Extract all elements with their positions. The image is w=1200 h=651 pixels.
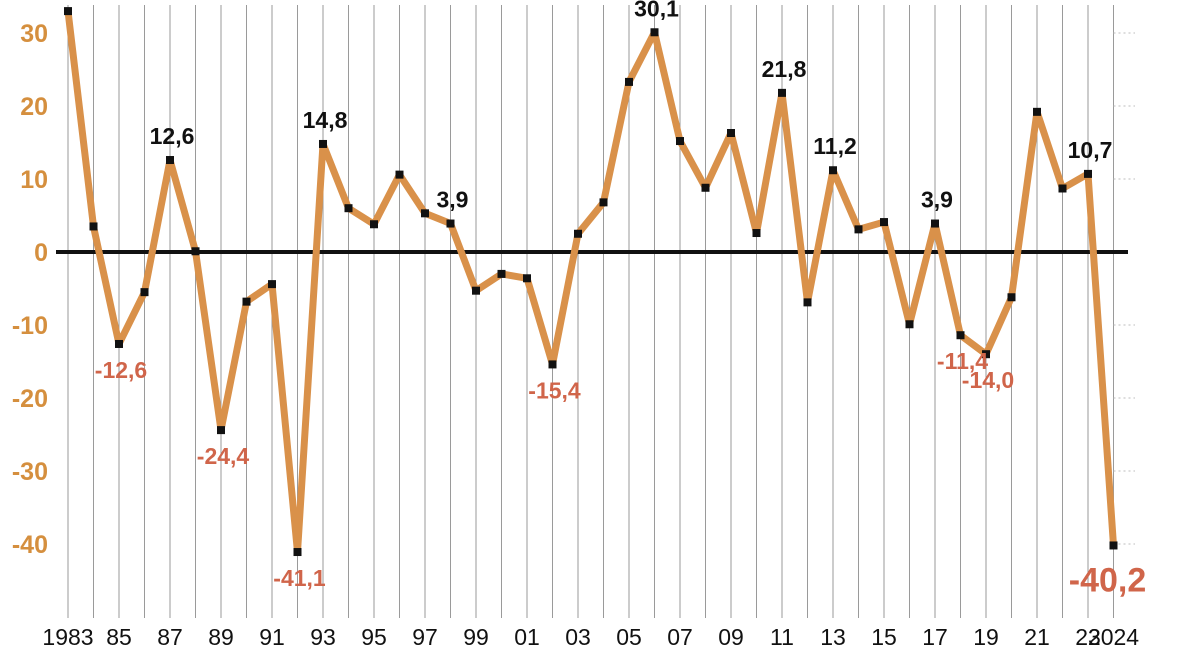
data-point-2020 xyxy=(1007,293,1016,302)
data-label-2017: 3,9 xyxy=(921,187,953,213)
x-tick-label: 09 xyxy=(718,624,744,650)
y-axis: 30 20 10 0 -10 -20 -30 -40 xyxy=(12,20,48,559)
data-point-2005 xyxy=(625,77,633,86)
x-tick-label: 85 xyxy=(106,624,132,650)
data-point-1989 xyxy=(217,426,225,435)
data-point-2010 xyxy=(752,229,761,238)
data-label-1987: 12,6 xyxy=(150,123,195,149)
data-label-2002: -15,4 xyxy=(528,377,581,403)
y-tick-label: 20 xyxy=(20,93,48,121)
y-tick-label: -10 xyxy=(12,312,48,340)
data-label-2011: 21,8 xyxy=(762,56,807,82)
x-tick-label: 95 xyxy=(361,624,387,650)
data-point-2022 xyxy=(1058,184,1067,193)
data-label-2019: -14,0 xyxy=(962,367,1014,393)
x-tick-label: 1983 xyxy=(42,624,93,650)
x-tick-label: 07 xyxy=(667,624,693,650)
data-point-2006 xyxy=(650,28,659,37)
x-tick-label: 03 xyxy=(565,624,591,650)
y-tick-label: -20 xyxy=(12,385,48,413)
data-point-2004 xyxy=(599,198,608,207)
data-point-1984 xyxy=(89,222,98,231)
x-tick-label: 13 xyxy=(820,624,846,650)
data-point-2002 xyxy=(548,360,557,369)
data-point-1997 xyxy=(421,209,429,218)
x-axis: 1983 85 87 89 91 93 95 97 99 01 03 05 07 09 11 13 15 17 19… xyxy=(42,624,1139,650)
data-point-1988 xyxy=(191,247,200,256)
data-point-2008 xyxy=(701,183,710,192)
data-point-2001 xyxy=(523,274,531,283)
data-point-2000 xyxy=(497,269,506,278)
data-point-2003 xyxy=(574,229,582,238)
data-label-2023: 10,7 xyxy=(1068,137,1113,163)
data-label-2006: 30,1 xyxy=(634,0,679,21)
data-point-1987 xyxy=(166,156,174,165)
y-tick-label: -40 xyxy=(12,531,48,559)
data-point-2019 xyxy=(982,350,990,359)
data-point-1990 xyxy=(242,297,251,306)
x-tick-label: 99 xyxy=(463,624,489,650)
data-point-2014 xyxy=(854,225,863,234)
x-tick-label: 11 xyxy=(770,624,794,650)
x-tick-label: 05 xyxy=(616,624,642,650)
data-point-2018 xyxy=(956,331,965,340)
data-label-1989: -24,4 xyxy=(197,443,250,469)
data-point-1991 xyxy=(268,280,276,289)
series-line xyxy=(64,7,1117,556)
data-point-2015 xyxy=(880,218,888,227)
data-point-2024 xyxy=(1109,541,1118,550)
data-point-2017 xyxy=(931,219,939,228)
data-point-1983 xyxy=(64,7,72,16)
data-labels: -12,6 12,6 -24,4 -41,1 14,8 3,9 -15,4 30,1 21,8 1… xyxy=(95,0,1146,599)
data-point-2011 xyxy=(778,88,786,97)
x-tick-label: 93 xyxy=(310,624,336,650)
x-tick-label: 89 xyxy=(208,624,234,650)
series-line-group xyxy=(64,7,1117,556)
y-tick-label: 10 xyxy=(20,166,48,194)
x-tick-label: 01 xyxy=(514,624,540,650)
data-point-1992 xyxy=(293,548,302,557)
x-tick-label: 97 xyxy=(412,624,438,650)
data-label-2013: 11,2 xyxy=(813,133,857,159)
x-tick-label: 87 xyxy=(157,624,183,650)
y-tick-label: -30 xyxy=(12,458,48,486)
data-point-2009 xyxy=(727,129,735,138)
data-point-1996 xyxy=(395,170,404,179)
y-tick-label: 30 xyxy=(20,20,48,48)
data-point-2012 xyxy=(803,298,812,307)
data-point-2013 xyxy=(829,166,837,175)
data-label-1993: 14,8 xyxy=(303,107,348,133)
data-point-2023 xyxy=(1084,169,1092,178)
data-point-1985 xyxy=(115,339,123,348)
data-label-1992: -41,1 xyxy=(273,565,326,591)
data-point-1993 xyxy=(319,139,327,148)
y-tick-label: 0 xyxy=(34,239,48,267)
data-label-1985: -12,6 xyxy=(95,357,147,383)
data-point-1994 xyxy=(344,204,353,213)
data-point-2016 xyxy=(905,320,914,329)
x-tick-label: 91 xyxy=(259,624,285,650)
grid-lines xyxy=(67,5,1135,618)
point-markers xyxy=(64,7,1118,557)
x-tick-label: 15 xyxy=(871,624,897,650)
data-point-1999 xyxy=(472,286,480,295)
x-tick-label: 17 xyxy=(922,624,948,650)
x-tick-label: 2024 xyxy=(1088,624,1139,650)
data-label-2018: -11,4 xyxy=(937,348,988,374)
data-point-2021 xyxy=(1033,107,1041,116)
data-point-1995 xyxy=(370,220,378,229)
x-tick-label: 21 xyxy=(1024,624,1050,650)
data-point-2007 xyxy=(676,137,684,146)
data-point-1998 xyxy=(446,219,455,228)
data-point-1986 xyxy=(140,288,149,297)
data-label-2024: -40,2 xyxy=(1069,561,1147,599)
x-tick-label: 19 xyxy=(973,624,999,650)
data-label-1998: 3,9 xyxy=(437,187,469,213)
x-tick-label: 23 xyxy=(1075,624,1101,650)
